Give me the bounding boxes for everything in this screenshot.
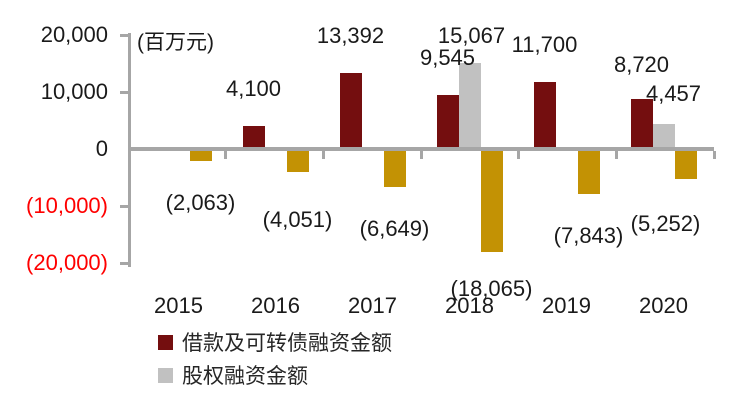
bar-gold-2017	[383, 149, 406, 187]
bar-loans-2018	[436, 94, 459, 149]
value-label: 13,392	[316, 22, 385, 48]
value-label: (18,065)	[450, 275, 533, 301]
legend-swatch-loans	[158, 334, 173, 350]
y-axis-label: 20,000	[40, 22, 108, 47]
legend-label: 股权融资金额	[182, 365, 308, 388]
bar-gold-2016	[286, 149, 309, 173]
value-label: 11,700	[511, 32, 578, 58]
bar-loans-2017	[339, 72, 362, 149]
x-axis-tick	[224, 151, 228, 159]
bar-loans-2020	[630, 99, 653, 149]
value-label: (7,843)	[553, 222, 624, 248]
value-label: (6,649)	[359, 215, 430, 241]
bar-gold-2020	[674, 149, 697, 179]
value-label: (4,051)	[262, 207, 333, 233]
legend: 借款及可转债融资金额 股权融资金额	[158, 329, 392, 395]
legend-label: 借款及可转债融资金额	[182, 332, 392, 355]
y-axis-label: 10,000	[40, 79, 108, 104]
y-axis-tick	[120, 204, 128, 208]
bar-loans-2016	[242, 125, 265, 149]
x-axis-tick	[419, 151, 423, 159]
bar-equity-2018	[458, 63, 481, 149]
y-axis-label: (10,000)	[26, 193, 108, 218]
bar-equity-2020	[652, 123, 675, 149]
x-axis-label: 2020	[639, 293, 688, 318]
x-axis-tick	[517, 151, 521, 159]
legend-item: 股权融资金额	[158, 362, 392, 388]
x-axis-tick	[321, 151, 325, 159]
value-label: 4,100	[225, 75, 282, 101]
legend-item: 借款及可转债融资金额	[158, 329, 392, 355]
unit-label: (百万元)	[137, 31, 214, 54]
value-label: (2,063)	[165, 189, 236, 215]
x-axis-label: 2015	[154, 293, 203, 318]
x-axis-label: 2019	[542, 293, 591, 318]
value-label: 8,720	[613, 52, 670, 78]
y-axis-label: (20,000)	[26, 250, 108, 275]
x-axis-line	[128, 147, 714, 151]
bar-gold-2018	[480, 149, 503, 252]
bar-loans-2019	[533, 82, 556, 149]
bar-gold-2019	[577, 149, 600, 194]
value-label: 4,457	[645, 80, 702, 106]
y-axis-tick	[120, 33, 128, 37]
x-axis-tick	[614, 151, 618, 159]
x-axis-label: 2017	[348, 293, 397, 318]
y-axis-label: 0	[95, 136, 108, 161]
legend-swatch-equity	[158, 367, 173, 383]
y-axis-tick	[120, 90, 128, 94]
x-axis-tick	[712, 151, 716, 159]
value-label: (5,252)	[630, 210, 701, 236]
x-axis-label: 2016	[251, 293, 300, 318]
x-axis-label: 2018	[445, 293, 494, 318]
value-label: 9,545	[419, 44, 476, 70]
y-axis-tick	[120, 261, 128, 265]
value-label: 15,067	[437, 23, 506, 49]
bar-gold-2015	[189, 149, 212, 161]
